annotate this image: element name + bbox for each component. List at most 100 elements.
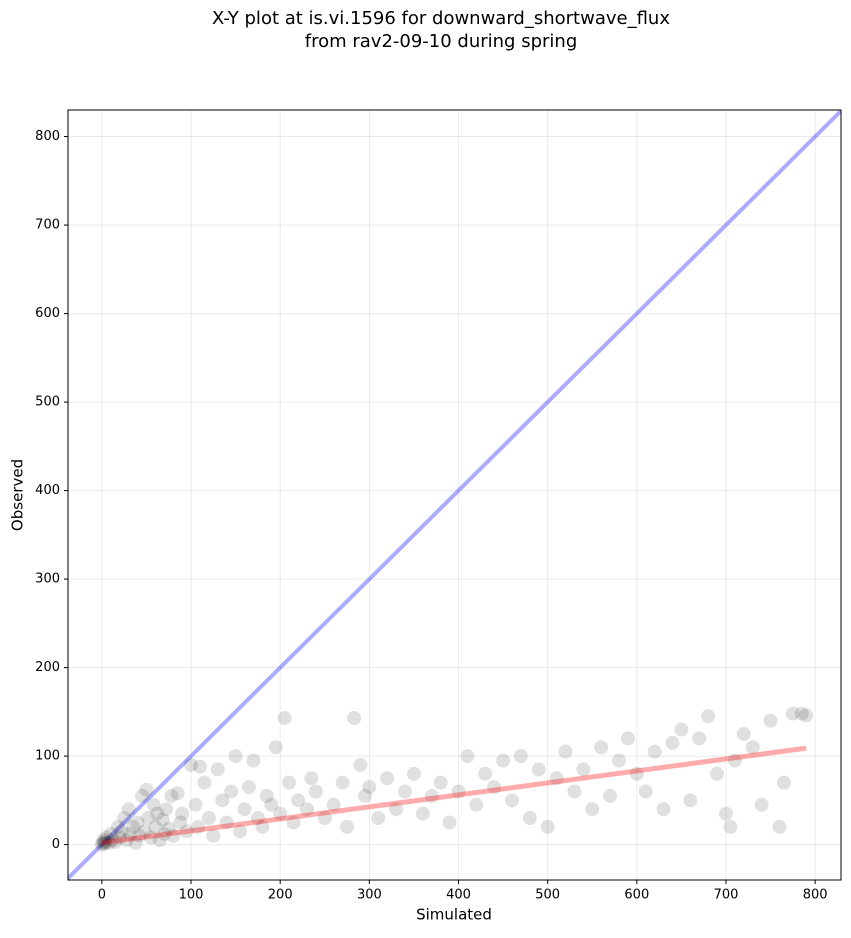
data-point [157,826,172,841]
data-point [137,824,152,839]
data-point [576,762,591,777]
y-tick-label: 500 [35,395,60,410]
data-point [415,806,430,821]
data-point [308,784,323,799]
data-point [701,709,716,724]
data-point [130,815,145,830]
x-axis-label: Simulated [416,906,492,924]
data-point [362,780,377,795]
data-point [117,811,132,826]
data-point [282,775,297,790]
data-point [353,757,368,772]
data-point [299,802,314,817]
data-point [460,749,475,764]
data-point [763,713,778,728]
data-point [794,706,809,721]
data-point [94,837,109,852]
data-point [170,786,185,801]
data-point [710,766,725,781]
x-tick-label: 800 [803,888,828,903]
y-axis-label: Observed [9,459,27,531]
data-point [620,731,635,746]
data-point [424,788,439,803]
plot-area [68,110,841,880]
data-point [139,782,154,797]
x-tick-label: 200 [268,888,293,903]
plot-frame [67,109,842,881]
data-point [335,775,350,790]
x-tick-label: 300 [357,888,382,903]
data-point [126,819,141,834]
data-point [496,753,511,768]
data-point [594,740,609,755]
data-point [371,811,386,826]
y-tick-label: 800 [35,129,60,144]
data-point [152,833,167,848]
data-point [206,828,221,843]
data-point [132,828,147,843]
data-point [406,766,421,781]
data-point [150,806,165,821]
data-point [736,726,751,741]
y-tick-label: 0 [52,837,60,852]
data-point [347,711,362,726]
data-point [97,836,112,851]
data-point [540,819,555,834]
data-point [380,771,395,786]
x-tick-label: 400 [446,888,471,903]
data-point [141,811,156,826]
data-point [567,784,582,799]
data-point [304,771,319,786]
data-point [237,802,252,817]
data-point [656,802,671,817]
data-point [357,788,372,803]
data-point [197,775,212,790]
data-point [291,793,306,808]
data-point [188,797,203,812]
data-point [487,780,502,795]
x-tick-label: 0 [98,888,106,903]
data-point [175,806,190,821]
data-point [123,826,138,841]
x-tick-label: 100 [179,888,204,903]
data-point [155,812,170,827]
data-point [191,819,206,834]
y-tick-label: 300 [35,572,60,587]
data-point [110,819,125,834]
y-tick-label: 700 [35,218,60,233]
data-point [179,824,194,839]
data-point [745,740,760,755]
data-point [799,708,814,723]
data-point [603,788,618,803]
data-point [286,815,301,830]
data-point [108,834,123,849]
identity-line [68,110,841,880]
data-point [718,806,733,821]
fit-line [101,745,807,846]
y-tick-label: 100 [35,749,60,764]
data-point [219,815,234,830]
data-point [522,811,537,826]
data-point [513,749,528,764]
data-point [478,766,493,781]
data-point [119,833,134,848]
data-point [143,830,158,845]
data-point [398,784,413,799]
data-point [166,828,181,843]
data-point [433,775,448,790]
data-point [250,811,265,826]
data-point [326,797,341,812]
data-point [611,753,626,768]
chart-subtitle: from rav2-09-10 during spring [305,31,578,52]
data-point [629,766,644,781]
data-point [505,793,520,808]
data-point [727,753,742,768]
data-point [692,731,707,746]
data-point [469,797,484,812]
x-tick-label: 500 [535,888,560,903]
y-tick-label: 400 [35,483,60,498]
data-point [192,759,207,774]
data-point [224,784,239,799]
data-point [647,744,662,759]
